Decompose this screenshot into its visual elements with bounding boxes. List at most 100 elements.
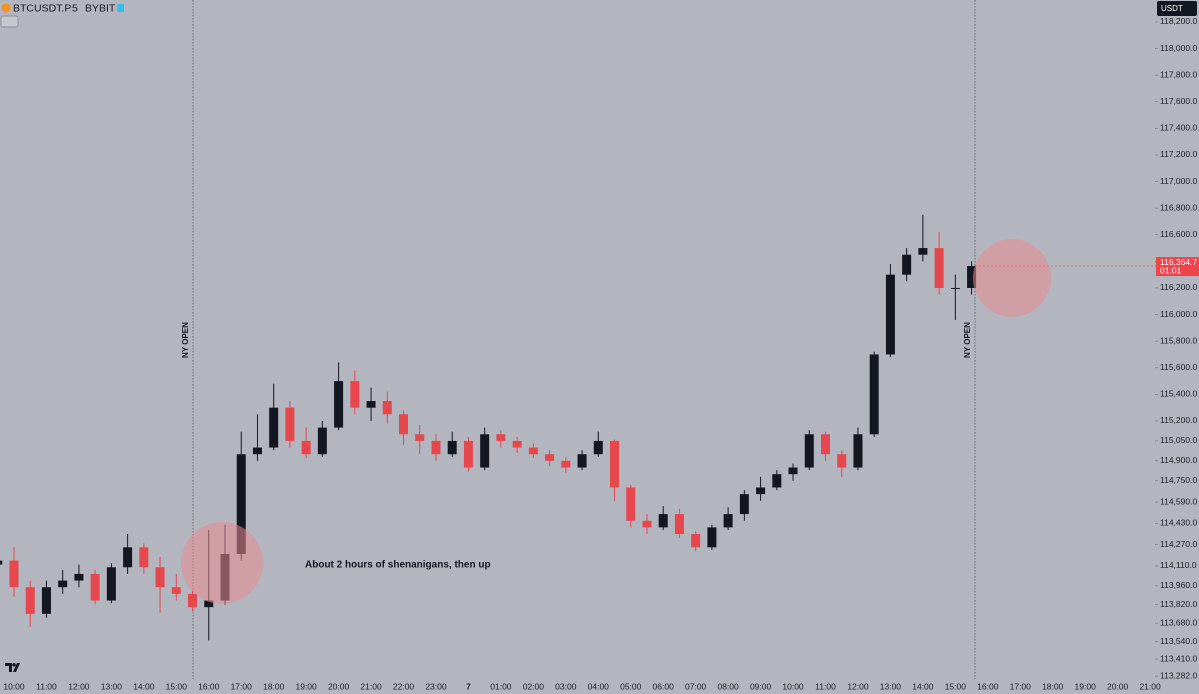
header: BTCUSDT.P 5 BYBIT USDT [0,1,1197,672]
candle-body [285,407,295,441]
candle-body [106,567,116,601]
candle-body [658,514,668,528]
candle-body [674,514,684,535]
candle-body [545,454,555,461]
y-tick-label: 117,800.0 [1160,69,1197,79]
y-tick-label: 116,800.0 [1160,202,1197,212]
logo [5,663,20,672]
x-tick-label: 15:00 [166,681,188,691]
y-tick-label: 114,900.0 [1160,455,1197,465]
candle-body [788,467,798,475]
candle-body [512,440,522,448]
symbol-icon [1,3,11,13]
currency: USDT [1161,4,1183,13]
candle-body [902,254,912,275]
x-tick-label: 18:00 [263,681,285,691]
y-tick-label: 115,050.0 [1160,435,1197,445]
candle-body [885,274,895,355]
x-tick-label: 20:00 [328,681,350,691]
candle-body [0,560,3,565]
y-tick-label: 116,600.0 [1160,229,1197,239]
candle-body [739,494,749,515]
x-tick-label: 06:00 [653,681,675,691]
x-tick-label: 09:00 [750,681,772,691]
candle-body [90,573,100,601]
x-tick-label: 01:00 [490,681,512,691]
candle-body [74,573,84,581]
overlay: NY OPEN NY OPEN [181,0,976,679]
candle-body [25,587,35,614]
y-tick-label: 114,110.0 [1160,560,1197,570]
candle-body [447,440,457,455]
x-tick-label: 13:00 [101,681,123,691]
highlight-circle [181,522,263,604]
x-tick-label: 17:00 [1010,681,1032,691]
status-dot [117,4,124,12]
candle-body [188,593,198,608]
highlights: About 2 hours of shenanigans, then up [181,239,1051,604]
candle-body [204,600,214,608]
candle-body [691,534,701,548]
y-tick-label: 115,600.0 [1160,362,1197,372]
y-tick-label: 113,282.0 [1160,670,1197,680]
candle-body [577,454,587,468]
y-tick-label: 117,200.0 [1160,149,1197,159]
y-tick-label: 114,750.0 [1160,475,1197,485]
candle-body [593,440,603,455]
candle-body [642,520,652,528]
session-label: NY OPEN [963,322,972,358]
candle-body [382,401,392,415]
x-tick-label: 03:00 [555,681,577,691]
y-tick-label: 115,800.0 [1160,335,1197,345]
x-tick-label: 15:00 [945,681,967,691]
y-tick-label: 117,400.0 [1160,123,1197,133]
x-tick-label: 23:00 [425,681,447,691]
exchange: BYBIT [85,2,116,14]
y-tick-label: 115,400.0 [1160,389,1197,399]
x-tick-label: 16:00 [198,681,220,691]
y-tick-label: 115,200.0 [1160,415,1197,425]
y-tick-label: 114,590.0 [1160,496,1197,506]
candle-body [399,414,409,435]
candle-body [123,547,133,568]
candle-body [9,560,19,588]
candle-body [772,474,782,488]
y-tick-label: 114,270.0 [1160,539,1197,549]
collapse-button[interactable] [0,15,19,28]
candle-body [463,440,473,468]
y-tick-label: 117,000.0 [1160,176,1197,186]
candle-body [58,580,68,588]
x-tick-label: 7 [466,681,471,691]
candle-body [853,434,863,468]
candle-body [415,434,425,441]
x-tick-label: 12:00 [68,681,90,691]
x-tick-label: 12:00 [847,681,869,691]
y-tick-label: 116,000.0 [1160,309,1197,319]
x-tick-label: 20:00 [1107,681,1129,691]
y-tick-label: 114,430.0 [1160,518,1197,528]
y-tick-label: 113,540.0 [1160,636,1197,646]
x-tick-label: 05:00 [620,681,642,691]
candle-body [626,487,636,521]
candle-body [171,587,181,594]
x-tick-label: 02:00 [523,681,545,691]
y-tick-label: 113,410.0 [1160,653,1197,663]
highlight-circle [973,239,1051,317]
candle-body [934,248,944,288]
x-tick-label: 19:00 [295,681,317,691]
candle-body [561,460,571,468]
axes: 118,200.0 118,000.0 117,800.0 117,600.0 117,… [3,16,1199,691]
candle-body [431,440,441,455]
candle-body [269,407,279,448]
candle-body [610,440,620,488]
candle-body [528,447,538,455]
x-tick-label: 21:00 [1139,681,1161,691]
y-tick-label: 113,960.0 [1160,580,1197,590]
x-tick-label: 11:00 [815,681,836,691]
currency-box[interactable] [1157,1,1197,16]
candle-body [350,381,360,408]
candle-body [821,434,830,455]
candle-body [334,381,344,428]
x-tick-label: 18:00 [1042,681,1064,691]
